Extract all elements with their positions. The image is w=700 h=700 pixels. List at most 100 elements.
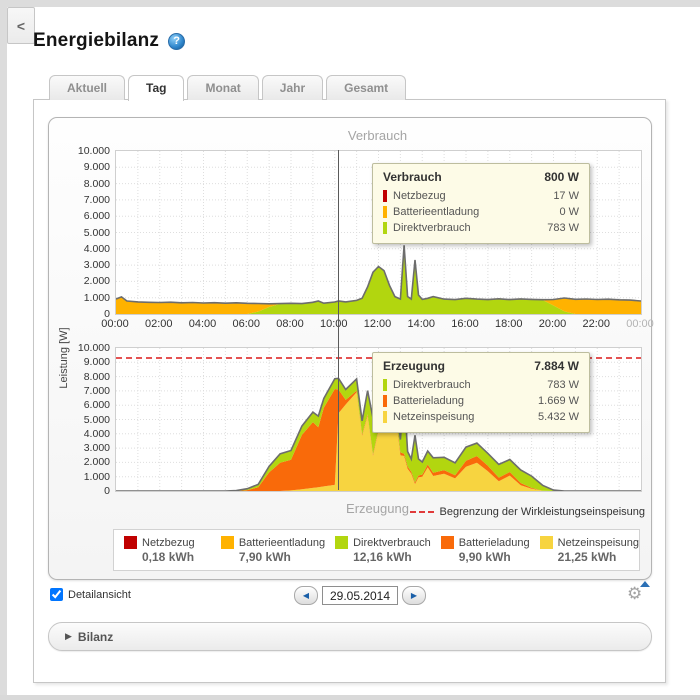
top-frame-strip [0, 0, 700, 7]
tooltip-row-name: Batterieentladung [393, 206, 480, 218]
tooltip-row: Netzbezug 17 W [383, 188, 579, 204]
y-axis-tick: 9.000 [83, 356, 110, 369]
y-axis-tick: 3.000 [83, 259, 110, 272]
legend-item: Netzeinspeisung 21,25 kWh [530, 536, 639, 564]
back-button[interactable]: < [7, 7, 35, 44]
legend-item-top: Direktverbrauch [335, 536, 431, 549]
x-axis-tick: 00:00 [626, 318, 654, 330]
tooltip-row-value: 17 W [553, 190, 579, 202]
tab-tag[interactable]: Tag [128, 75, 185, 101]
y-axis-tick: 10.000 [77, 342, 110, 354]
y-axis-tick: 1.000 [83, 291, 110, 304]
tooltip-row: Batterieladung 1.669 W [383, 393, 579, 409]
tooltip-color-bar [383, 395, 387, 407]
legend-item-value: 21,25 kWh [557, 550, 617, 564]
y-axis-tick: 4.000 [83, 427, 110, 440]
tooltip-row: Direktverbrauch 783 W [383, 377, 579, 393]
legend-item-value: 0,18 kWh [142, 550, 195, 564]
tooltip-color-bar [383, 206, 387, 218]
legend-item-top: Netzeinspeisung [539, 536, 639, 549]
y-axis-tick: 9.000 [83, 161, 110, 174]
tooltip-row-name: Netzbezug [393, 190, 446, 202]
y-axis-tick: 6.000 [83, 399, 110, 412]
tab-monat[interactable]: Monat [187, 75, 259, 100]
arrow-right-icon: ▶ [410, 591, 418, 600]
tooltip-color-bar [383, 190, 387, 202]
legend-color-swatch [124, 536, 137, 549]
y-axis-tick: 2.000 [83, 456, 110, 469]
tooltip-color-bar [383, 222, 387, 234]
y-axis-tick: 7.000 [83, 384, 110, 397]
legend-color-swatch [539, 536, 553, 549]
tooltip-row-value: 783 W [547, 222, 579, 234]
legend-color-swatch [335, 536, 349, 549]
x-axis-tick: 04:00 [188, 318, 217, 330]
limit-legend-label: Begrenzung der Wirkleistungseinspeisung [439, 506, 645, 518]
detail-view-checkbox[interactable] [50, 588, 63, 601]
legend-item-value: 7,90 kWh [238, 550, 291, 564]
legend-item-top: Batterieladung [440, 536, 530, 549]
next-day-button[interactable]: ▶ [402, 586, 426, 605]
tooltip-row-value: 5.432 W [538, 411, 579, 423]
legend-item-top: Netzbezug [124, 536, 211, 549]
legend-item-name: Netzeinspeisung [557, 536, 639, 549]
bilanz-accordion[interactable]: ▶ Bilanz [48, 622, 652, 651]
y-axis-tick: 5.000 [83, 413, 110, 426]
tooltip-row-name: Batterieladung [393, 395, 464, 407]
x-axis-tick: 10:00 [319, 318, 348, 330]
tooltip-row-name: Netzeinspeisung [393, 411, 475, 423]
page-header: Energiebilanz ? [33, 30, 186, 52]
x-axis-tick: 06:00 [232, 318, 261, 330]
tab-gesamt[interactable]: Gesamt [326, 75, 407, 100]
tooltip-title: Verbrauch [383, 170, 442, 184]
y-axis-tick: 1.000 [83, 470, 110, 483]
y-axis-tick: 6.000 [83, 210, 110, 223]
settings-gear-button[interactable]: ⚙ [627, 581, 650, 605]
page-title: Energiebilanz [33, 30, 160, 51]
consumption-tooltip: Verbrauch 800 W Netzbezug 17 W Batterieent… [372, 163, 590, 244]
legend-item: Direktverbrauch 12,16 kWh [325, 536, 431, 564]
limit-line-legend: Begrenzung der Wirkleistungseinspeisung [409, 506, 645, 518]
y-axis-tick: 8.000 [83, 177, 110, 190]
tab-aktuell[interactable]: Aktuell [49, 75, 126, 100]
date-input[interactable] [322, 586, 398, 605]
x-axis-tick: 02:00 [144, 318, 173, 330]
y-axis-tick: 5.000 [83, 226, 110, 239]
tooltip-total: 800 W [544, 170, 579, 184]
date-navigation: ◀ ▶ [294, 586, 426, 605]
tooltip-color-bar [383, 379, 387, 391]
gear-icon: ⚙ [627, 584, 643, 603]
expand-arrow-icon: ▶ [65, 631, 72, 641]
x-axis-tick: 08:00 [276, 318, 304, 330]
help-icon[interactable]: ? [168, 32, 186, 50]
tooltip-row: Netzeinspeisung 5.432 W [383, 409, 579, 425]
arrow-left-icon: ◀ [302, 591, 310, 600]
detail-view-control: Detailansicht [50, 588, 131, 601]
x-axis-tick: 22:00 [582, 318, 611, 330]
upper-chart-title: Verbrauch [347, 128, 408, 143]
detail-view-label: Detailansicht [68, 588, 131, 601]
back-chevron-icon: < [16, 17, 26, 34]
chart-legend: Netzbezug 0,18 kWh Batterieentladung 7,90 k… [113, 529, 640, 571]
legend-color-swatch [220, 536, 234, 549]
x-axis-tick: 18:00 [494, 318, 523, 330]
legend-item: Batterieladung 9,90 kWh [431, 536, 530, 564]
tooltip-row-name: Direktverbrauch [393, 379, 471, 391]
legend-item-name: Netzbezug [142, 536, 195, 549]
legend-color-swatch [440, 536, 454, 549]
legend-item-name: Direktverbrauch [353, 536, 431, 549]
legend-item-value: 9,90 kWh [458, 550, 511, 564]
y-axis-tick: 0 [104, 308, 110, 320]
y-axis-tick: 4.000 [83, 242, 110, 255]
tooltip-rows: Netzbezug 17 W Batterieentladung 0 W Direktv… [383, 188, 579, 236]
tooltip-rows: Direktverbrauch 783 W Batterieladung 1.669 … [383, 377, 579, 425]
x-axis-tick: 20:00 [538, 318, 567, 330]
y-axis-tick: 8.000 [83, 370, 110, 383]
tooltip-title: Erzeugung [383, 359, 445, 373]
chart-cursor-line [338, 150, 339, 490]
tooltip-row-name: Direktverbrauch [393, 222, 471, 234]
previous-day-button[interactable]: ◀ [294, 586, 318, 605]
tab-jahr[interactable]: Jahr [261, 75, 324, 100]
tooltip-row: Direktverbrauch 783 W [383, 220, 579, 236]
